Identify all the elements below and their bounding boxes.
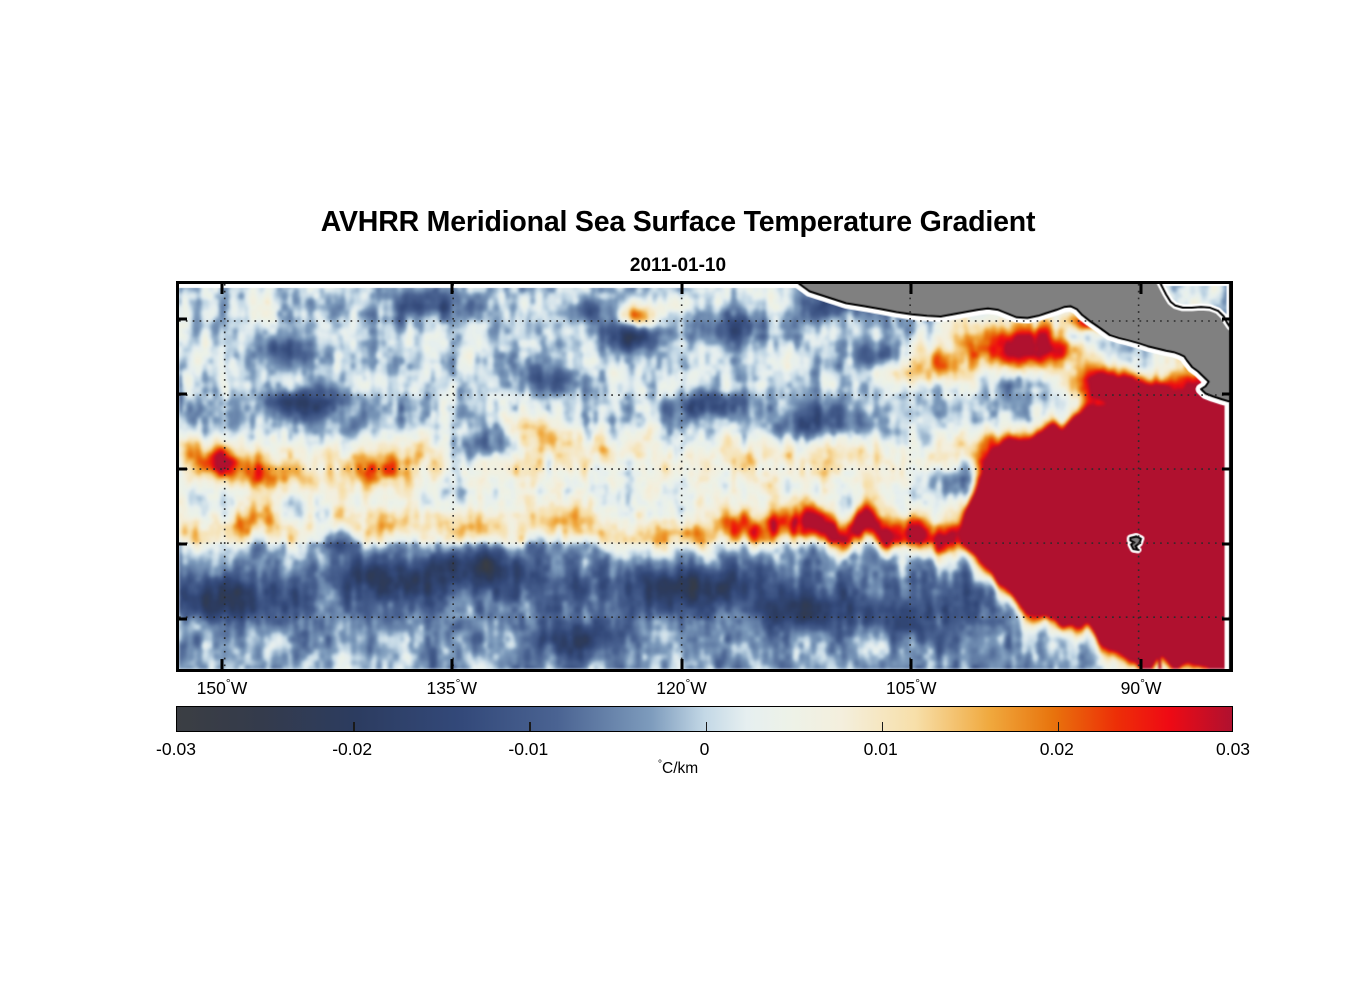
xtick-label-150degW: 150°W [196, 676, 248, 698]
map-plot-area [176, 281, 1233, 672]
ytick-mark-right [1222, 542, 1233, 546]
colorbar-unit-label: °C/km [657, 757, 699, 777]
xtick-label-90degW: 90°W [1120, 676, 1162, 698]
colorbar-tick-label: -0.01 [508, 739, 549, 759]
xtick-label-105degW: 105°W [886, 676, 937, 698]
xtick-mark [680, 659, 684, 672]
colorbar-tick-label: -0.02 [332, 739, 373, 759]
xtick-mark [450, 659, 454, 672]
colorbar-tick-label: 0.03 [1215, 739, 1251, 759]
colorbar-tick-label: 0 [699, 739, 710, 759]
ytick-mark-right [1222, 617, 1233, 621]
xtick-mark-top [1139, 281, 1143, 294]
ytick-mark [176, 392, 187, 396]
xtick-mark [1139, 659, 1143, 672]
colorbar-tick-mark [1057, 722, 1060, 731]
colorbar-tick-label: 0.02 [1039, 739, 1074, 759]
xtick-mark [220, 659, 224, 672]
xtick-mark [909, 659, 913, 672]
xtick-label-120degW: 120°W [656, 676, 707, 698]
xtick-mark-top [220, 281, 224, 294]
colorbar [176, 706, 1233, 732]
sst-gradient-heatmap [179, 284, 1230, 669]
ytick-mark [176, 317, 187, 321]
colorbar-tick-mark [705, 722, 707, 731]
ytick-mark-right [1222, 467, 1233, 471]
xtick-mark-top [909, 281, 913, 294]
colorbar-tick-mark [353, 722, 355, 731]
colorbar-tick-mark [881, 722, 884, 731]
figure-title: AVHRR Meridional Sea Surface Temperature… [320, 206, 1036, 238]
colorbar-tick-label: -0.03 [156, 739, 196, 759]
xtick-mark-top [680, 281, 684, 294]
ytick-mark [176, 542, 187, 546]
ytick-mark-right [1222, 392, 1233, 396]
ytick-mark [176, 467, 187, 471]
colorbar-tick-label: 0.01 [863, 739, 898, 759]
ytick-mark [176, 617, 187, 621]
xtick-mark-top [450, 281, 454, 294]
colorbar-gradient [177, 707, 1232, 731]
xtick-label-135degW: 135°W [426, 676, 478, 698]
figure-subtitle: 2011-01-10 [629, 255, 727, 276]
colorbar-tick-mark [529, 722, 531, 731]
ytick-mark-right [1222, 317, 1233, 321]
